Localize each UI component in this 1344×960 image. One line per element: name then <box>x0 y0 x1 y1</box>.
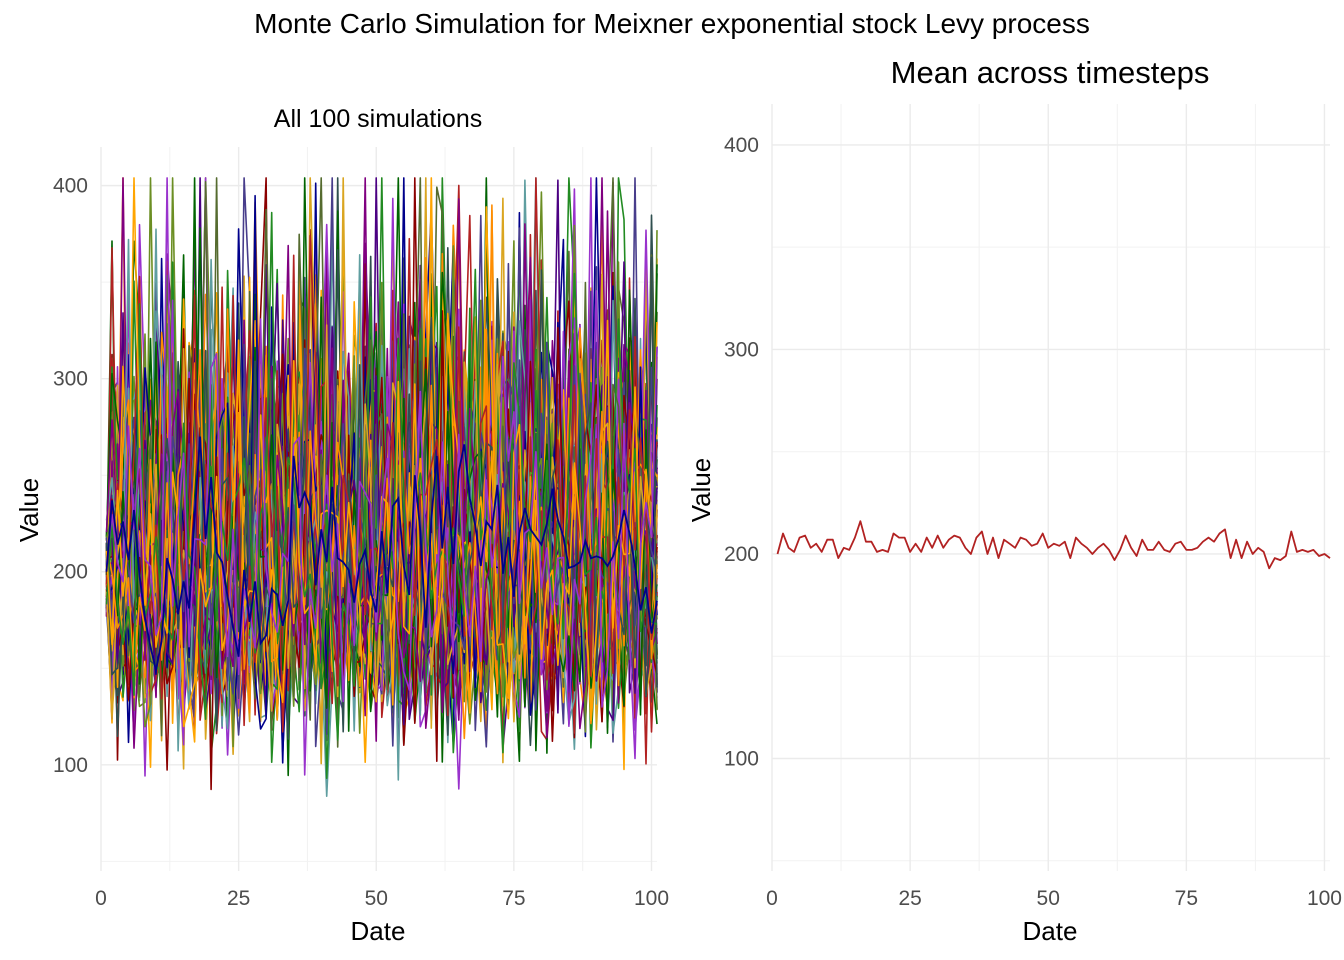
x-tick-label: 0 <box>95 887 107 910</box>
x-tick-label: 50 <box>365 887 388 910</box>
mean-line <box>776 520 1331 570</box>
x-tick-label: 0 <box>766 887 778 910</box>
y-tick-label: 200 <box>53 561 88 584</box>
y-axis-title-right: Value <box>686 458 716 523</box>
figure-title: Monte Carlo Simulation for Meixner expon… <box>254 8 1090 39</box>
panel-mean: Mean across timesteps 100 200 300 400 0 25 50… <box>686 55 1342 946</box>
simulation-line <box>105 308 658 695</box>
panel-all-simulations: All 100 simulations 100 200 300 400 0 25 50 75… <box>14 105 669 946</box>
y-ticks-right: 100 200 300 400 <box>724 134 759 771</box>
x-tick-label: 100 <box>1307 887 1342 910</box>
panel-title-all-simulations: All 100 simulations <box>274 105 482 133</box>
y-ticks-left: 100 200 300 400 <box>53 175 88 777</box>
x-tick-label: 25 <box>898 887 921 910</box>
y-tick-label: 100 <box>724 748 759 771</box>
simulation-line-highlight <box>105 436 658 671</box>
x-axis-title-left: Date <box>351 916 406 946</box>
x-tick-label: 25 <box>227 887 250 910</box>
x-ticks-left: 0 25 50 75 100 <box>95 887 669 910</box>
x-tick-label: 75 <box>502 887 525 910</box>
y-tick-label: 100 <box>53 754 88 777</box>
y-tick-label: 200 <box>724 543 759 566</box>
simulation-line <box>105 177 658 776</box>
panel-title-mean: Mean across timesteps <box>891 55 1210 90</box>
y-axis-title-left: Value <box>14 478 44 543</box>
series-group-mean <box>776 520 1331 570</box>
x-axis-title-right: Date <box>1023 916 1078 946</box>
x-tick-label: 75 <box>1175 887 1198 910</box>
y-tick-label: 400 <box>724 134 759 157</box>
x-ticks-right: 0 25 50 75 100 <box>766 887 1342 910</box>
y-tick-label: 300 <box>53 368 88 391</box>
y-tick-label: 400 <box>53 175 88 198</box>
x-tick-label: 50 <box>1037 887 1060 910</box>
series-group-simulations <box>105 177 658 798</box>
x-tick-label: 100 <box>634 887 669 910</box>
y-tick-label: 300 <box>724 338 759 361</box>
simulation-line <box>105 177 658 764</box>
grid-right <box>771 104 1330 871</box>
simulation-line <box>105 211 658 754</box>
